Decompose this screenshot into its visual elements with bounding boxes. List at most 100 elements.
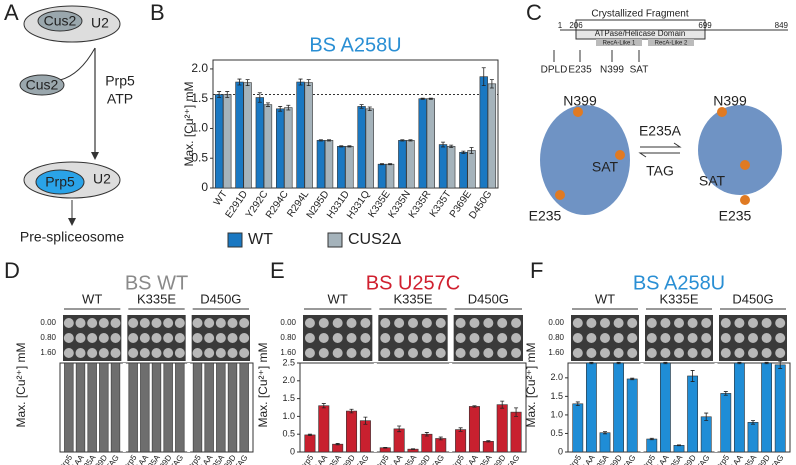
x-tick-label: N399D [335,453,357,465]
error-bar [217,91,222,98]
x-tick-label: N399D [411,453,433,465]
error-bar [458,427,463,432]
colony [646,318,657,328]
y-axis-label: Max. [Cu²⁺] mM [524,342,538,427]
bar [438,144,448,189]
colony [75,333,86,343]
colony [469,333,480,343]
colony [346,348,357,358]
colony [408,348,418,358]
colony [346,318,357,328]
x-tick-label: WT [212,189,230,208]
colony [687,318,698,328]
bar [700,416,712,453]
colony [408,333,418,343]
x-tick-label: N399D [486,453,508,465]
bar [235,81,244,189]
bar [175,362,185,453]
bar [385,163,395,189]
structure [698,105,782,195]
colony [720,318,731,328]
bar [761,362,772,453]
y-axis-label: Max. [Cu²⁺] mM [182,81,196,166]
colony [586,348,597,358]
x-tick-label: TAG [621,453,637,465]
colony [748,333,758,343]
y-tick-label: 1.0 [191,121,208,135]
colony [380,333,391,343]
colony [761,333,772,343]
colony [701,333,712,343]
x-tick-label: N399D [750,453,772,465]
bar [64,362,74,453]
colony [151,333,162,343]
colony [304,318,315,328]
colony [660,333,671,343]
colony [332,318,343,328]
plot-frame [212,59,499,189]
y-tick-label: 2.5 [282,357,295,367]
legend-label: CUS2Δ [348,231,402,248]
error-bar [469,147,474,154]
colony [63,333,74,343]
label: DPLD [541,65,568,76]
colony [646,348,657,358]
y-tick-label: 1.5 [282,393,295,403]
colony [163,333,174,343]
colony [408,318,418,328]
colony [128,333,139,343]
label: E235 [719,208,752,224]
colony [163,348,174,358]
colony [380,318,391,328]
group-label: K335E [137,291,176,306]
error-bar [420,97,425,100]
colony [174,333,185,343]
colony [469,318,480,328]
y-tick-label: 2.0 [191,61,208,75]
error-bar [298,78,303,86]
plate-row-label: 0.80 [280,333,296,342]
colony [394,348,405,358]
colony [674,348,684,358]
colony [435,348,446,358]
y-tick-label: 2.0 [282,375,295,385]
plate-row-label: 1.60 [280,348,296,357]
x-tick-label: TAG [354,453,370,465]
equilibrium-arrows [638,142,682,158]
colony [192,333,203,343]
error-bar [408,139,413,142]
colony [421,318,432,328]
x-tick-label: TAG [769,453,785,465]
error-bar [438,436,443,441]
label: SAT [699,173,726,189]
colony [627,333,638,343]
bar [646,438,658,453]
bar [687,375,698,453]
bar [459,151,468,189]
colony [110,318,121,328]
bar [467,150,476,189]
error-bar [383,446,388,449]
error-bar [379,163,384,166]
label: 699 [698,21,712,30]
colony [380,348,391,358]
bar [192,362,203,453]
colony [360,333,371,343]
y-axis-label: Max. [Cu²⁺] mM [14,342,28,427]
label: Cus2 [44,13,77,29]
colony [497,348,508,358]
bar [733,362,745,453]
group-label: D450G [732,291,773,306]
colony [455,318,466,328]
error-bar [286,104,291,111]
colony [63,318,74,328]
colony [204,318,215,328]
error-bar [397,425,402,433]
colony [572,348,583,358]
colony [98,348,109,358]
error-bar [428,97,433,100]
bar [398,140,407,189]
label: TAG [646,163,674,179]
bar [318,405,330,453]
